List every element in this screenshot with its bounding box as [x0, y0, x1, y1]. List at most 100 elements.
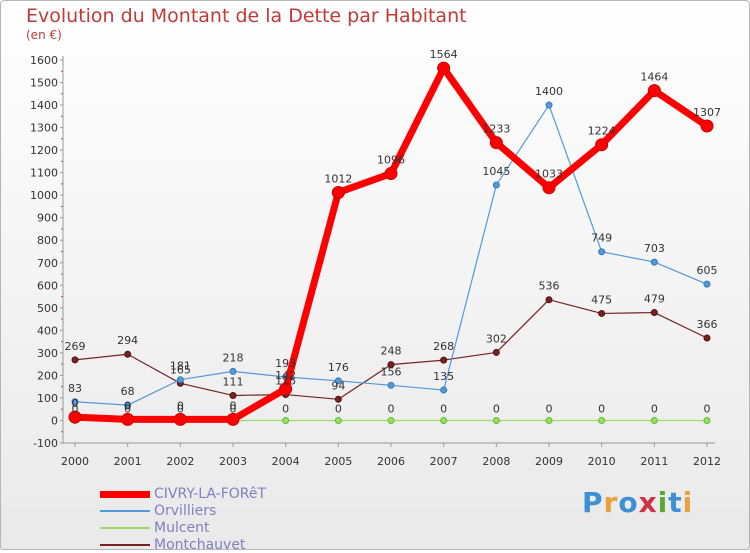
y-tick-label: 100 — [37, 392, 58, 405]
y-tick-label: 900 — [37, 212, 58, 225]
data-point — [384, 167, 398, 181]
legend-label: Mulcent — [154, 520, 210, 536]
data-point — [703, 416, 711, 424]
data-label: 0 — [335, 402, 342, 415]
data-point — [440, 356, 448, 364]
data-point — [279, 382, 293, 396]
data-point — [229, 391, 237, 399]
x-tick-label: 2007 — [430, 455, 458, 468]
data-point — [387, 416, 395, 424]
data-label: 0 — [72, 397, 79, 410]
y-tick-label: 1300 — [30, 122, 58, 135]
x-tick-label: 2009 — [535, 455, 563, 468]
data-point — [226, 412, 240, 426]
data-label: 115 — [275, 375, 296, 388]
data-label: 111 — [223, 375, 244, 388]
data-point — [492, 181, 500, 189]
y-tick-label: 0 — [51, 414, 58, 427]
legend-swatch — [100, 544, 150, 546]
data-label: 0 — [124, 399, 131, 412]
legend-label: Montchauvet — [154, 537, 246, 553]
legend-item: Mulcent — [100, 520, 210, 536]
data-point — [647, 84, 661, 98]
legend-item: Orvilliers — [100, 503, 216, 519]
data-label: 1224 — [588, 125, 616, 138]
y-tick-label: 1000 — [30, 189, 58, 202]
data-label: 1464 — [640, 71, 668, 84]
y-tick-label: 800 — [37, 234, 58, 247]
axes: -100010020030040050060070080090010001100… — [30, 54, 721, 468]
data-label: 218 — [223, 351, 244, 364]
x-tick-label: 2004 — [272, 455, 300, 468]
proxiti-logo: Proxiti — [582, 486, 694, 519]
legend-item: CIVRY-LA-FORêT — [100, 486, 266, 502]
legend-swatch — [100, 490, 150, 498]
series-lines — [68, 61, 714, 426]
x-tick-label: 2002 — [166, 455, 194, 468]
y-tick-label: 1200 — [30, 144, 58, 157]
data-point — [700, 119, 714, 133]
data-point — [598, 309, 606, 317]
y-tick-label: 700 — [37, 257, 58, 270]
data-point — [282, 416, 290, 424]
data-point — [489, 136, 503, 150]
y-tick-label: 600 — [37, 279, 58, 292]
data-label: 83 — [68, 382, 82, 395]
data-label: 68 — [121, 385, 135, 398]
data-label: 0 — [230, 399, 237, 412]
legend-label: CIVRY-LA-FORêT — [154, 486, 267, 502]
data-label: 0 — [704, 402, 711, 415]
y-tick-label: -100 — [33, 437, 58, 450]
x-tick-label: 2006 — [377, 455, 405, 468]
data-point — [387, 381, 395, 389]
data-label: 1307 — [693, 106, 721, 119]
data-label: 0 — [493, 402, 500, 415]
data-point — [71, 356, 79, 364]
chart-subtitle: (en €) — [26, 28, 62, 42]
data-label: 269 — [65, 340, 86, 353]
data-label: 1012 — [324, 172, 352, 185]
legend-label: Orvilliers — [154, 503, 217, 519]
data-point — [545, 101, 553, 109]
data-label: 248 — [381, 345, 402, 358]
data-point — [650, 258, 658, 266]
data-point — [440, 416, 448, 424]
data-label: 0 — [440, 402, 447, 415]
y-tick-label: 1100 — [30, 167, 58, 180]
x-tick-label: 2000 — [61, 455, 89, 468]
data-label: 268 — [433, 340, 454, 353]
data-point — [68, 410, 82, 424]
data-point — [650, 416, 658, 424]
data-point — [387, 361, 395, 369]
data-label: 135 — [433, 370, 454, 383]
x-tick-label: 2012 — [693, 455, 721, 468]
data-point — [124, 401, 132, 409]
data-label: 1233 — [482, 123, 510, 136]
y-tick-label: 200 — [37, 369, 58, 382]
data-label: 366 — [697, 318, 718, 331]
data-label: 1045 — [482, 165, 510, 178]
x-tick-label: 2005 — [324, 455, 352, 468]
data-label: 0 — [651, 402, 658, 415]
data-point — [598, 416, 606, 424]
data-label: 475 — [591, 293, 612, 306]
data-point — [545, 416, 553, 424]
data-label: 0 — [388, 402, 395, 415]
data-point — [542, 181, 556, 195]
y-tick-label: 1500 — [30, 77, 58, 90]
x-tick-label: 2011 — [640, 455, 668, 468]
data-point — [440, 386, 448, 394]
data-point — [437, 61, 451, 75]
y-tick-label: 1400 — [30, 99, 58, 112]
data-label: 479 — [644, 293, 665, 306]
data-point — [492, 348, 500, 356]
data-label: 0 — [124, 402, 131, 415]
data-point — [334, 395, 342, 403]
data-label: 1033 — [535, 168, 563, 181]
data-point — [492, 416, 500, 424]
data-label: 0 — [177, 399, 184, 412]
data-label: 0 — [282, 402, 289, 415]
data-label: 0 — [72, 402, 79, 415]
data-label: 94 — [331, 379, 345, 392]
data-label: 165 — [170, 363, 191, 376]
